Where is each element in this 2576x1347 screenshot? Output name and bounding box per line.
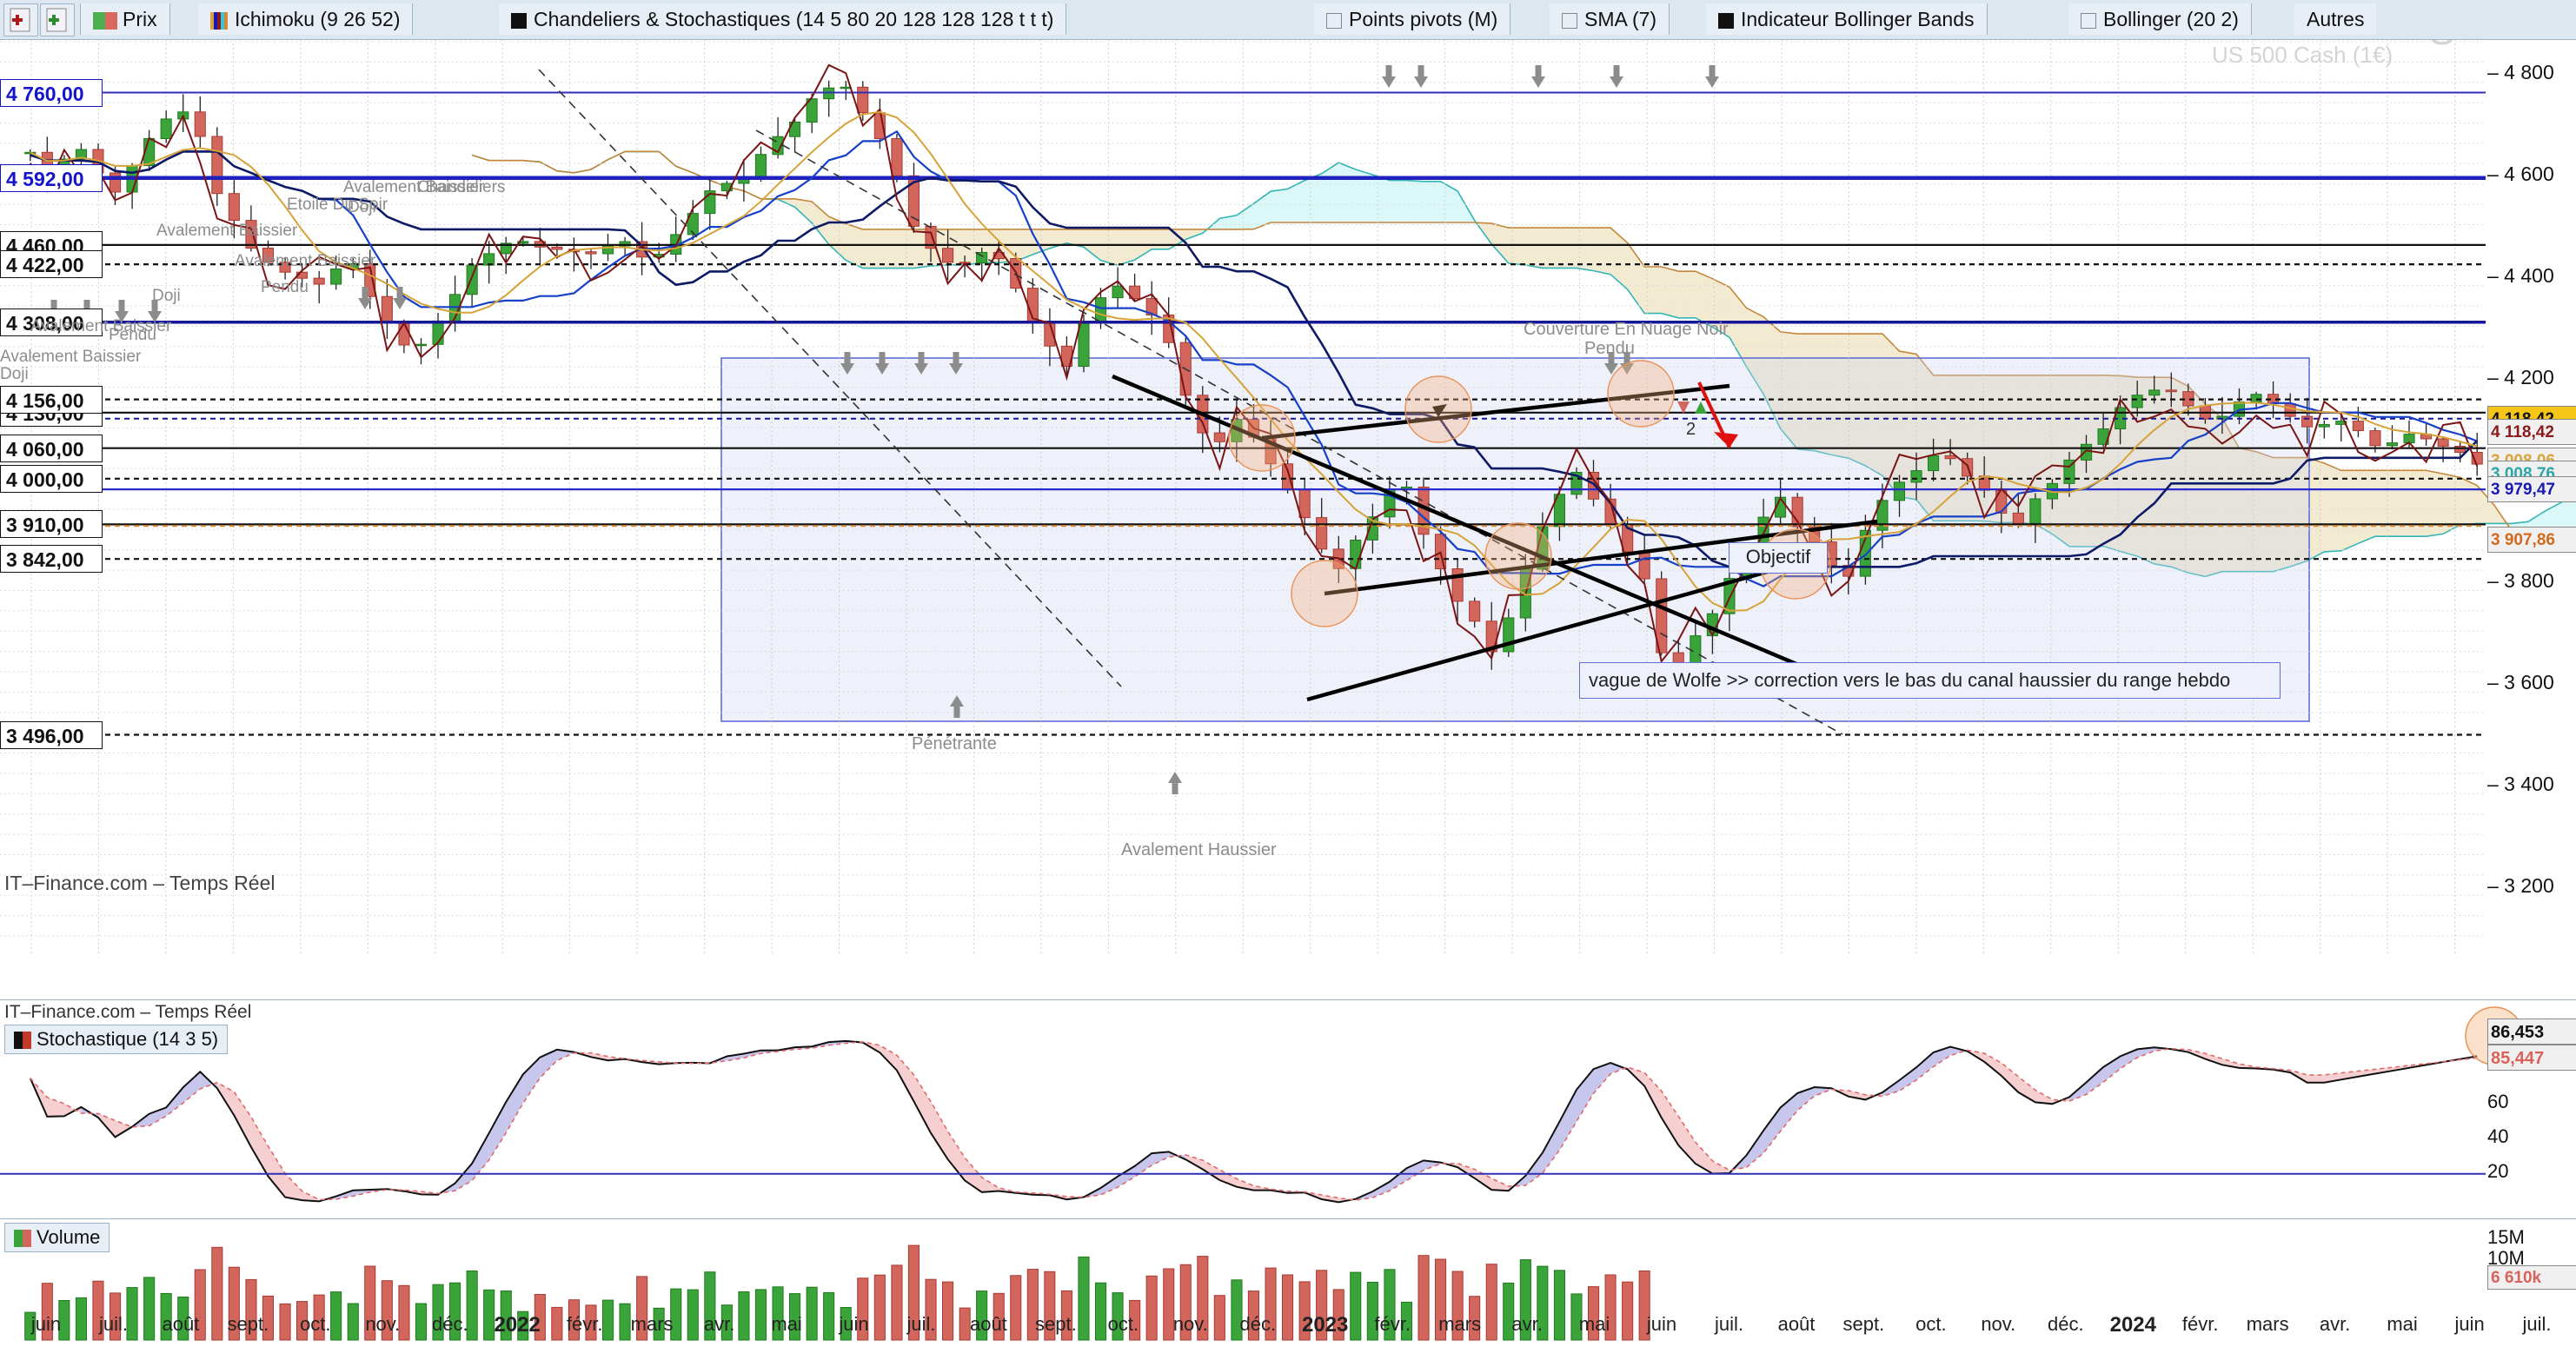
svg-text:2: 2	[1686, 420, 1696, 439]
